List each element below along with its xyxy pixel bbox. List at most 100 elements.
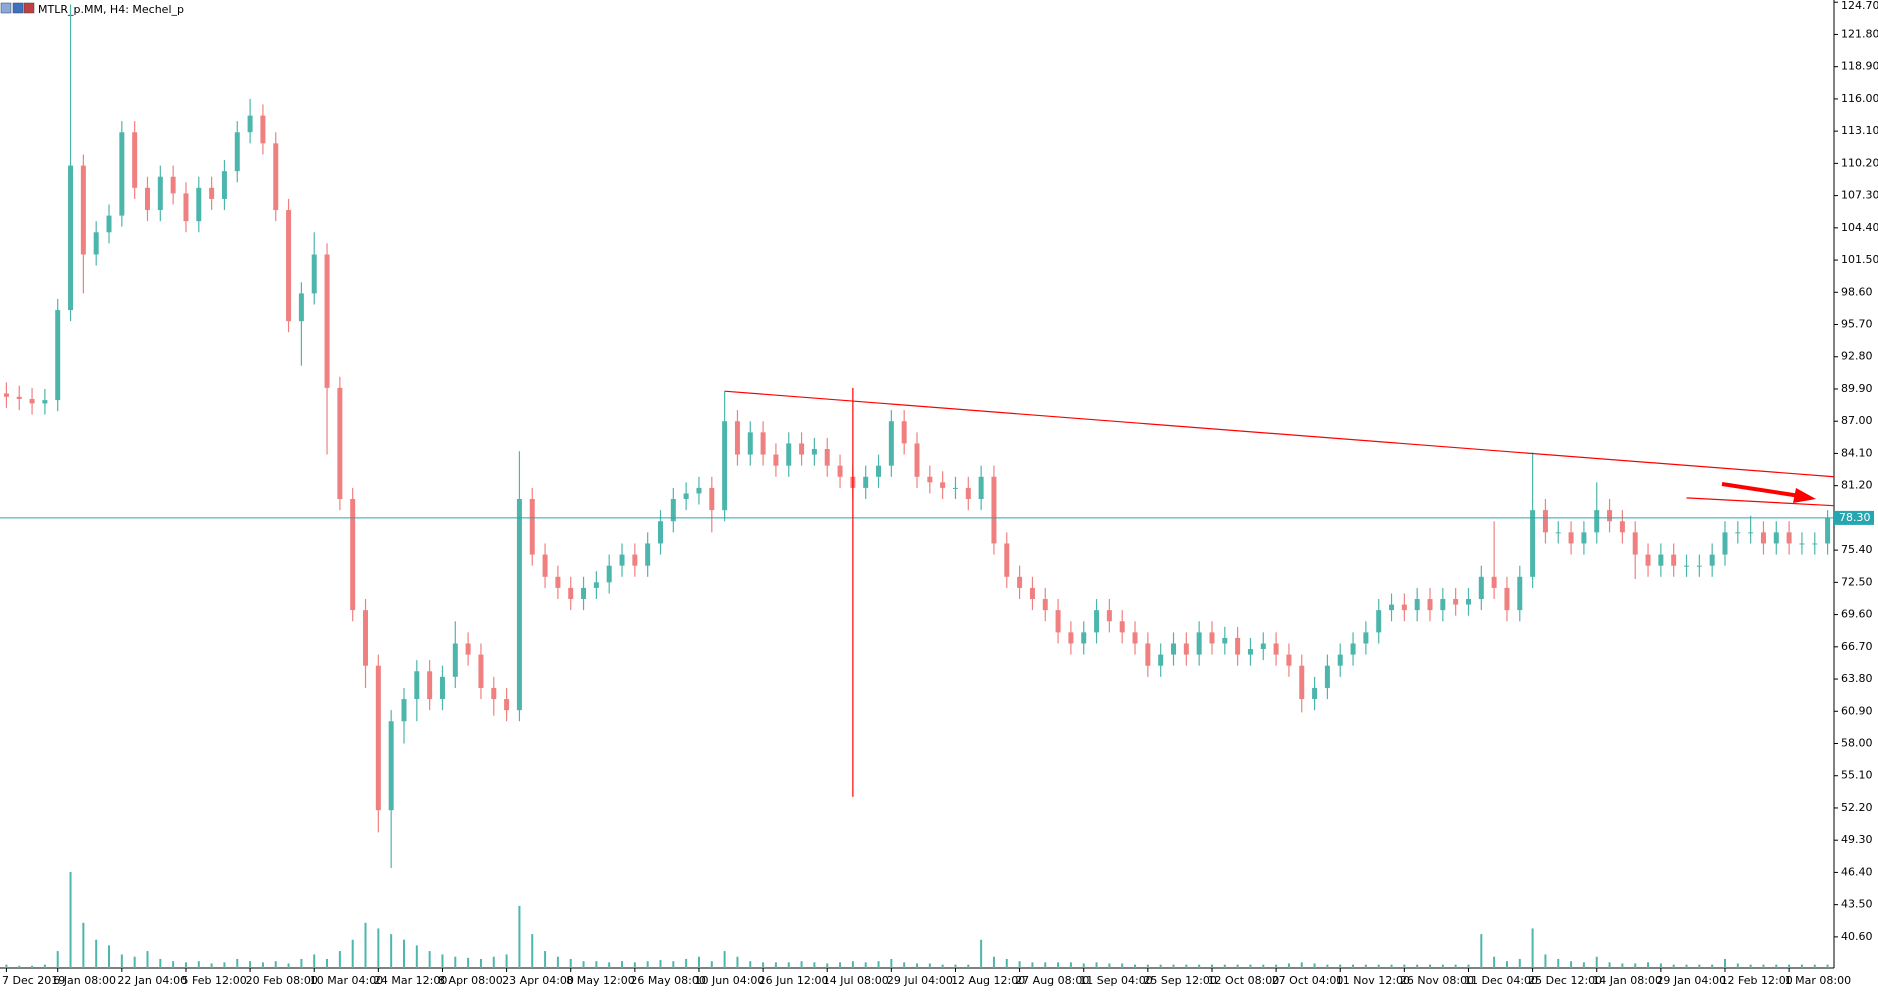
y-tick-label: 46.40 xyxy=(1841,865,1873,878)
candle-body xyxy=(1132,632,1138,644)
candle-body xyxy=(1773,532,1779,544)
candle-body xyxy=(1517,576,1523,611)
volume-bar xyxy=(1108,963,1111,968)
x-tick-label: 25 Dec 12:00 xyxy=(1528,974,1602,987)
volume-bar xyxy=(903,962,906,968)
y-tick-label: 107.30 xyxy=(1841,189,1878,202)
y-tick-label: 55.10 xyxy=(1841,769,1873,782)
y-tick-label: 49.30 xyxy=(1841,833,1873,846)
candle-body xyxy=(414,671,420,700)
y-tick-label: 40.60 xyxy=(1841,930,1873,943)
y-tick-label: 75.40 xyxy=(1841,543,1873,556)
volume-bar xyxy=(1659,963,1662,968)
candle-body xyxy=(350,499,356,611)
volume-bar xyxy=(710,961,713,968)
candle-body xyxy=(55,310,61,401)
candle-body xyxy=(645,543,651,566)
volume-bar xyxy=(1416,964,1419,968)
candle-body xyxy=(311,254,317,294)
candle-body xyxy=(1389,604,1395,611)
x-tick-label: 11 Dec 04:00 xyxy=(1464,974,1538,987)
candle-body xyxy=(1594,510,1600,533)
candle-body xyxy=(1042,599,1048,611)
volume-bar xyxy=(864,962,867,968)
y-tick-label: 58.00 xyxy=(1841,737,1873,750)
candle-body xyxy=(247,115,253,133)
volume-bar xyxy=(249,961,252,968)
volume-bar xyxy=(1057,962,1060,968)
volume-bar xyxy=(5,964,8,968)
candle-body xyxy=(1017,576,1023,588)
candle-body xyxy=(1363,632,1369,644)
candle-body xyxy=(1337,654,1343,666)
volume-bar xyxy=(1429,964,1432,968)
x-tick-label: 29 Jul 04:00 xyxy=(887,974,953,987)
volume-bar xyxy=(531,934,534,968)
volume-bar xyxy=(133,956,136,968)
volume-bar xyxy=(826,963,829,968)
volume-bar xyxy=(749,961,752,968)
x-tick-label: 12 Oct 08:00 xyxy=(1208,974,1280,987)
candle-body xyxy=(452,643,458,677)
candle-body xyxy=(1722,532,1728,555)
candle-body xyxy=(940,482,946,488)
volume-bar xyxy=(1775,964,1778,968)
y-tick-label: 84.10 xyxy=(1841,446,1873,459)
candle-body xyxy=(1684,565,1690,567)
candle-body xyxy=(1786,532,1792,544)
last-price-label: 78.30 xyxy=(1839,511,1871,524)
volume-bar xyxy=(877,961,880,968)
volume-bar xyxy=(287,963,290,968)
candle-body xyxy=(632,554,638,566)
volume-bar xyxy=(1647,962,1650,968)
candle-body xyxy=(786,443,792,466)
x-tick-label: 8 May 12:00 xyxy=(566,974,634,987)
volume-bar xyxy=(1544,954,1547,968)
candle-body xyxy=(1825,517,1831,544)
volume-bar xyxy=(338,951,341,968)
arrow-head xyxy=(1793,488,1816,503)
volume-bar xyxy=(1621,963,1624,968)
volume-bar xyxy=(56,951,59,968)
candle-body xyxy=(760,432,766,455)
volume-bar xyxy=(839,962,842,968)
x-tick-label: 7 Dec 2019 xyxy=(2,974,65,987)
volume-bar xyxy=(736,956,739,968)
x-tick-label: 26 Jun 12:00 xyxy=(759,974,829,987)
volume-bar xyxy=(479,958,482,968)
volume-bar xyxy=(1044,962,1047,968)
volume-bars xyxy=(5,871,1829,968)
volume-bar xyxy=(1134,964,1137,968)
candle-body xyxy=(68,165,74,311)
x-tick-label: 22 Jan 04:00 xyxy=(117,974,187,987)
candle-body xyxy=(1068,632,1074,644)
volume-bar xyxy=(1262,964,1265,968)
candle-body xyxy=(491,687,497,700)
candle-body xyxy=(1465,599,1471,605)
volume-bar xyxy=(402,939,405,968)
candle-body xyxy=(542,554,548,577)
y-tick-label: 101.50 xyxy=(1841,253,1878,266)
volume-bar xyxy=(1390,964,1393,968)
x-tick-label: 25 Sep 12:00 xyxy=(1143,974,1216,987)
volume-bar xyxy=(1339,964,1342,968)
y-tick-label: 92.80 xyxy=(1841,350,1873,363)
candle-body xyxy=(1299,665,1305,700)
volume-bar xyxy=(1146,964,1149,968)
candle-body xyxy=(439,676,445,700)
candle-body xyxy=(1273,643,1279,655)
candle-body xyxy=(824,448,830,466)
candle-body xyxy=(427,671,433,700)
volume-bar xyxy=(1300,962,1303,968)
volume-bar xyxy=(377,928,380,968)
toolbar-icons xyxy=(0,2,35,14)
candle-body xyxy=(1504,587,1510,611)
candle-body xyxy=(1619,521,1625,533)
candle-body xyxy=(119,132,125,216)
candle-body xyxy=(709,487,715,511)
volume-bar xyxy=(1159,964,1162,968)
candle-body xyxy=(1171,643,1177,655)
chart-title: MTLR_p.MM, H4: Mechel_p xyxy=(38,3,184,16)
x-tick-label: 12 Feb 12:00 xyxy=(1721,974,1793,987)
candle-body xyxy=(1081,632,1087,644)
